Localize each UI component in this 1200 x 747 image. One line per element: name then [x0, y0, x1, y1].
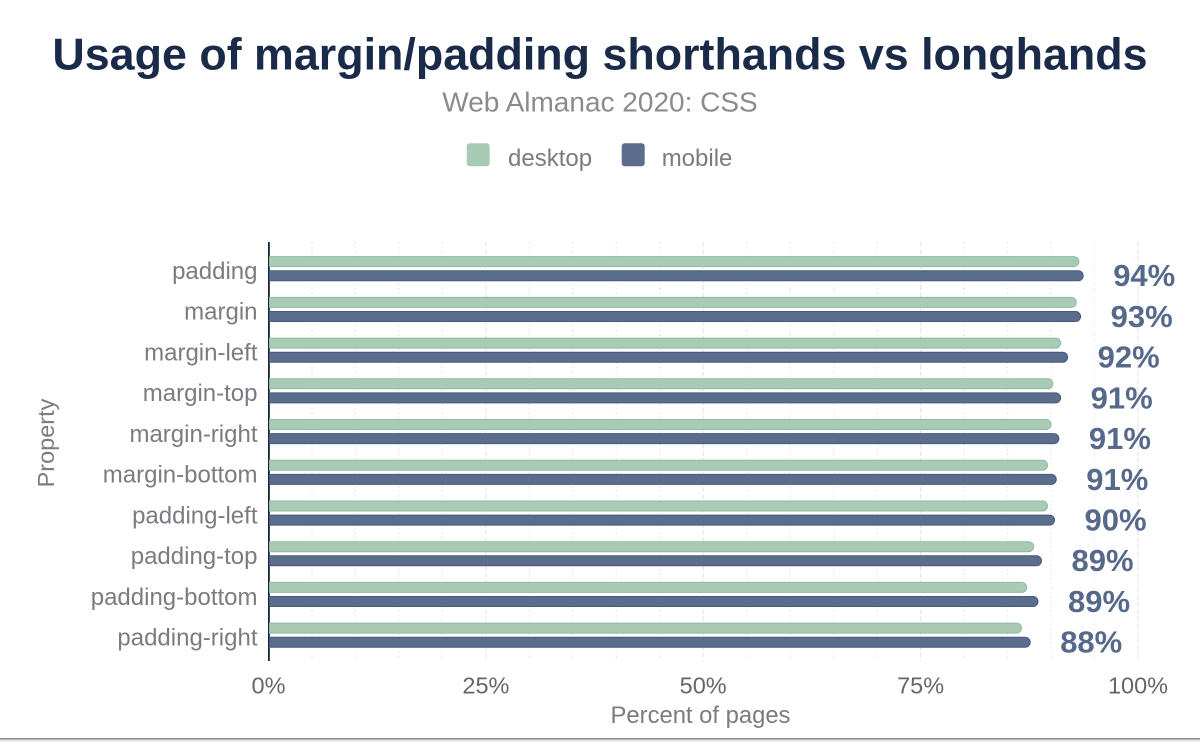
svg-text:0%: 0% [252, 672, 286, 698]
svg-text:92%: 92% [1098, 340, 1160, 375]
svg-text:25%: 25% [462, 672, 509, 698]
svg-text:margin-left: margin-left [144, 339, 258, 366]
svg-text:94%: 94% [1113, 258, 1175, 293]
svg-text:margin: margin [184, 299, 257, 326]
svg-text:padding-bottom: padding-bottom [91, 584, 258, 611]
svg-text:padding-top: padding-top [131, 543, 258, 570]
svg-text:Percent of pages: Percent of pages [611, 702, 791, 729]
svg-text:mobile: mobile [662, 145, 733, 172]
svg-text:93%: 93% [1111, 299, 1173, 334]
svg-text:desktop: desktop [508, 145, 592, 172]
svg-text:88%: 88% [1060, 625, 1122, 660]
svg-text:margin-bottom: margin-bottom [103, 462, 258, 489]
svg-text:padding-right: padding-right [117, 625, 257, 652]
svg-text:90%: 90% [1085, 503, 1147, 538]
svg-text:50%: 50% [680, 672, 727, 698]
svg-text:padding: padding [172, 258, 257, 285]
svg-text:margin-top: margin-top [143, 380, 258, 407]
svg-text:100%: 100% [1108, 672, 1168, 698]
svg-text:75%: 75% [897, 672, 944, 698]
svg-text:Web Almanac 2020: CSS: Web Almanac 2020: CSS [442, 87, 757, 118]
svg-text:margin-right: margin-right [129, 421, 257, 448]
svg-text:89%: 89% [1072, 543, 1134, 578]
svg-text:89%: 89% [1068, 584, 1130, 619]
svg-text:Property: Property [33, 398, 59, 487]
svg-text:Usage of margin/padding shorth: Usage of margin/padding shorthands vs lo… [52, 30, 1147, 80]
svg-text:91%: 91% [1091, 380, 1153, 415]
svg-text:91%: 91% [1089, 421, 1151, 456]
svg-text:padding-left: padding-left [132, 502, 258, 529]
svg-text:91%: 91% [1086, 462, 1148, 497]
